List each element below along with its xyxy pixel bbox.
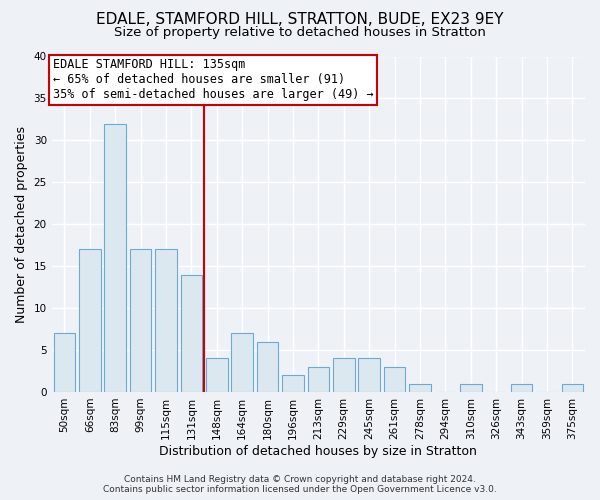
Bar <box>282 375 304 392</box>
Bar <box>562 384 583 392</box>
Bar <box>181 274 202 392</box>
Bar <box>155 250 177 392</box>
Bar <box>53 334 75 392</box>
Y-axis label: Number of detached properties: Number of detached properties <box>15 126 28 322</box>
Bar <box>384 367 406 392</box>
X-axis label: Distribution of detached houses by size in Stratton: Distribution of detached houses by size … <box>160 444 477 458</box>
Text: EDALE, STAMFORD HILL, STRATTON, BUDE, EX23 9EY: EDALE, STAMFORD HILL, STRATTON, BUDE, EX… <box>96 12 504 28</box>
Bar <box>333 358 355 392</box>
Bar <box>232 334 253 392</box>
Bar <box>104 124 126 392</box>
Bar <box>206 358 227 392</box>
Bar <box>257 342 278 392</box>
Bar <box>358 358 380 392</box>
Text: EDALE STAMFORD HILL: 135sqm
← 65% of detached houses are smaller (91)
35% of sem: EDALE STAMFORD HILL: 135sqm ← 65% of det… <box>53 58 374 101</box>
Text: Size of property relative to detached houses in Stratton: Size of property relative to detached ho… <box>114 26 486 39</box>
Bar <box>409 384 431 392</box>
Bar <box>511 384 532 392</box>
Bar <box>79 250 101 392</box>
Bar <box>308 367 329 392</box>
Text: Contains HM Land Registry data © Crown copyright and database right 2024.
Contai: Contains HM Land Registry data © Crown c… <box>103 474 497 494</box>
Bar <box>460 384 482 392</box>
Bar <box>130 250 151 392</box>
